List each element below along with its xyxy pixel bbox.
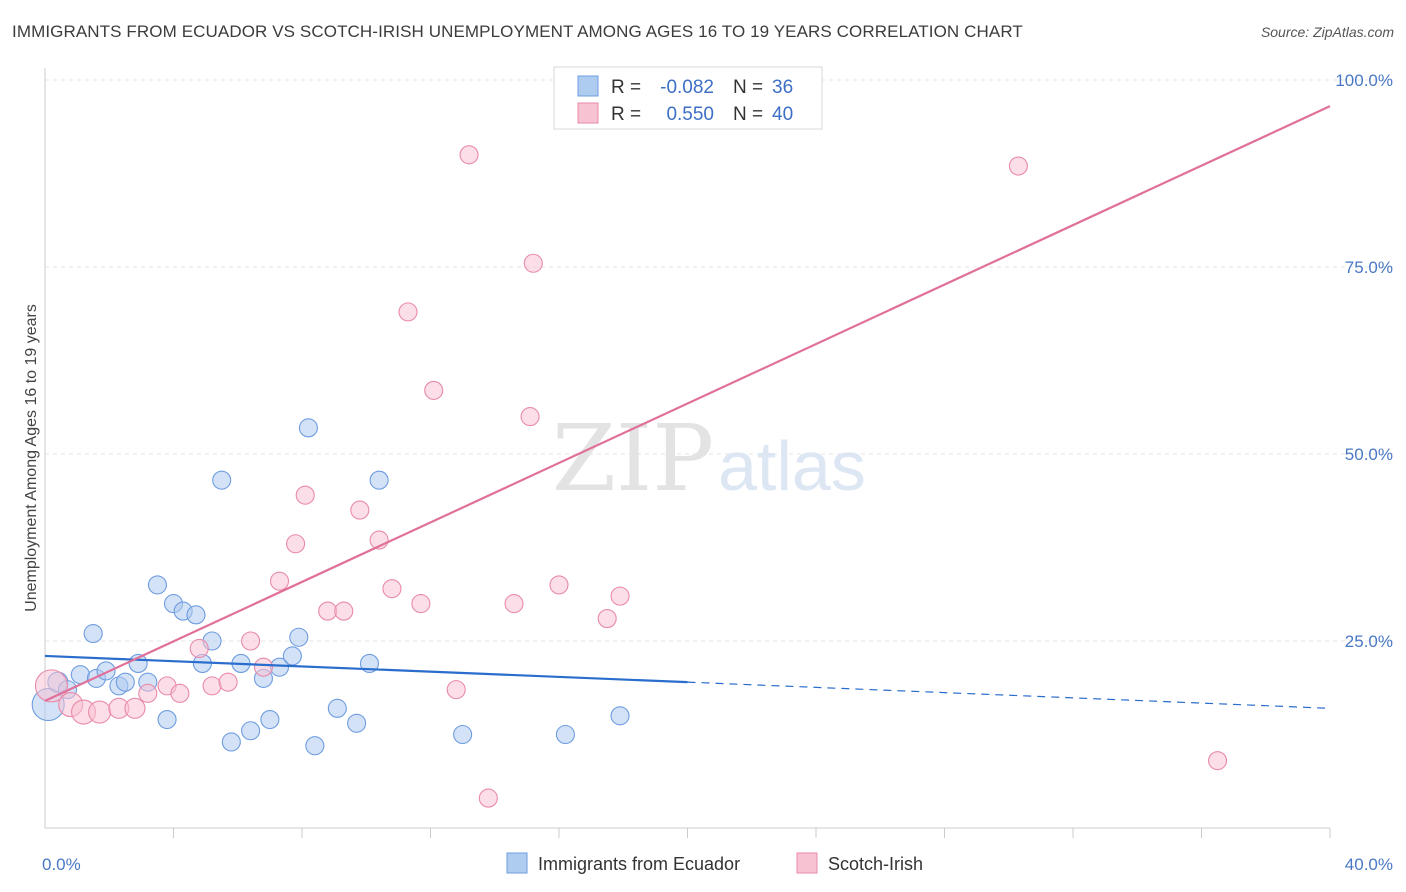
scotch-irish-point xyxy=(124,697,146,719)
scotch-irish-point xyxy=(253,657,274,677)
ecuador-point xyxy=(260,709,280,730)
y-tick-label-100: 100.0% xyxy=(1335,71,1393,90)
ecuador-point xyxy=(610,706,630,726)
bottom-legend-swatch-ecuador xyxy=(506,852,528,874)
ecuador-point xyxy=(221,732,241,752)
legend-r-label-ecuador: R = xyxy=(611,77,641,98)
scotch-irish-point xyxy=(1008,156,1028,176)
scotch-irish-point xyxy=(138,683,158,703)
ecuador-trend-line xyxy=(44,654,688,684)
scotch-irish-point xyxy=(295,485,315,505)
ecuador-point xyxy=(186,605,206,625)
ecuador-point xyxy=(282,646,302,666)
legend-n-label-scotch: N = xyxy=(733,104,763,125)
chart-title: IMMIGRANTS FROM ECUADOR VS SCOTCH-IRISH … xyxy=(12,22,1023,41)
ecuador-point xyxy=(157,709,177,730)
scotch-irish-point xyxy=(334,601,354,621)
bottom-legend-swatch-scotch xyxy=(796,852,818,874)
ecuador-point xyxy=(327,698,347,718)
ecuador-point xyxy=(96,661,116,681)
scotch-irish-point xyxy=(202,676,222,696)
bottom-legend-label-scotch: Scotch-Irish xyxy=(828,854,923,874)
watermark-zip: ZIP xyxy=(552,405,714,512)
watermark: ZIP atlas xyxy=(552,405,866,512)
scotch-irish-point xyxy=(318,601,338,621)
ecuador-point xyxy=(147,575,167,595)
y-tick-label-25: 25.0% xyxy=(1345,632,1393,651)
ecuador-point xyxy=(212,470,232,490)
gridlines xyxy=(45,79,1393,642)
scotch-irish-point xyxy=(446,680,466,700)
trend-lines xyxy=(44,105,1331,709)
legend-r-value-scotch: 0.550 xyxy=(666,104,714,125)
scotch-irish-point xyxy=(241,631,261,651)
scotch-irish-point xyxy=(597,609,617,629)
bottom-legend: Immigrants from Ecuador Scotch-Irish xyxy=(506,852,923,874)
legend-n-label-ecuador: N = xyxy=(733,77,763,98)
legend-n-value-scotch: 40 xyxy=(772,104,793,125)
legend-box: R = -0.082 N = 36 R = 0.550 N = 40 xyxy=(553,66,823,130)
legend-swatch-scotch xyxy=(577,102,599,124)
scotch-irish-point xyxy=(610,586,630,606)
ecuador-point xyxy=(369,470,389,490)
scotch-irish-point xyxy=(218,672,238,692)
ecuador-point xyxy=(298,418,318,438)
y-tick-label-75: 75.0% xyxy=(1345,258,1393,277)
scotch-irish-point xyxy=(1208,751,1228,771)
ecuador-point xyxy=(289,627,309,647)
ecuador-point xyxy=(453,724,473,745)
watermark-atlas: atlas xyxy=(718,427,866,505)
scotch-irish-point xyxy=(382,579,402,599)
scotch-irish-point xyxy=(504,594,524,614)
x-tick-label-right: 40.0% xyxy=(1345,855,1393,874)
scotch-irish-point xyxy=(269,571,290,591)
scotch-irish-point xyxy=(424,380,444,400)
bottom-legend-label-ecuador: Immigrants from Ecuador xyxy=(538,854,740,874)
scotch-irish-point xyxy=(170,683,190,703)
y-tick-label-50: 50.0% xyxy=(1345,445,1393,464)
scotch-irish-point xyxy=(189,638,209,659)
ecuador-point xyxy=(347,713,367,733)
scotch-irish-point xyxy=(520,407,540,427)
scotch-irish-point xyxy=(398,302,418,322)
legend-swatch-ecuador xyxy=(577,75,599,97)
y-axis-tick-labels: 25.0% 50.0% 75.0% 100.0% xyxy=(1335,71,1393,651)
scotch-irish-point xyxy=(411,594,431,614)
scotch-irish-point xyxy=(459,145,479,165)
legend-r-label-scotch: R = xyxy=(611,104,641,125)
series-points xyxy=(31,74,1228,808)
ecuador-trend-extension xyxy=(687,681,1331,709)
ecuador-point xyxy=(241,721,261,741)
source-credit: Source: ZipAtlas.com xyxy=(1260,24,1394,40)
scotch-irish-trend-line xyxy=(44,105,1331,702)
scotch-irish-point xyxy=(88,700,112,724)
scotch-irish-point xyxy=(549,575,569,595)
scotch-irish-point xyxy=(478,788,498,808)
x-axis-tick-labels: 0.0% 40.0% xyxy=(42,855,1393,874)
ecuador-point xyxy=(83,623,103,644)
y-axis-label: Unemployment Among Ages 16 to 19 years xyxy=(23,304,40,612)
scotch-irish-point xyxy=(523,253,543,273)
ecuador-point xyxy=(115,672,135,692)
legend-r-value-ecuador: -0.082 xyxy=(660,77,714,98)
ecuador-point xyxy=(305,736,325,756)
scotch-irish-point xyxy=(350,500,370,520)
scotch-irish-point xyxy=(286,534,306,554)
x-tick-label-left: 0.0% xyxy=(42,855,81,874)
ecuador-point xyxy=(555,724,575,745)
legend-n-value-ecuador: 36 xyxy=(772,77,793,98)
